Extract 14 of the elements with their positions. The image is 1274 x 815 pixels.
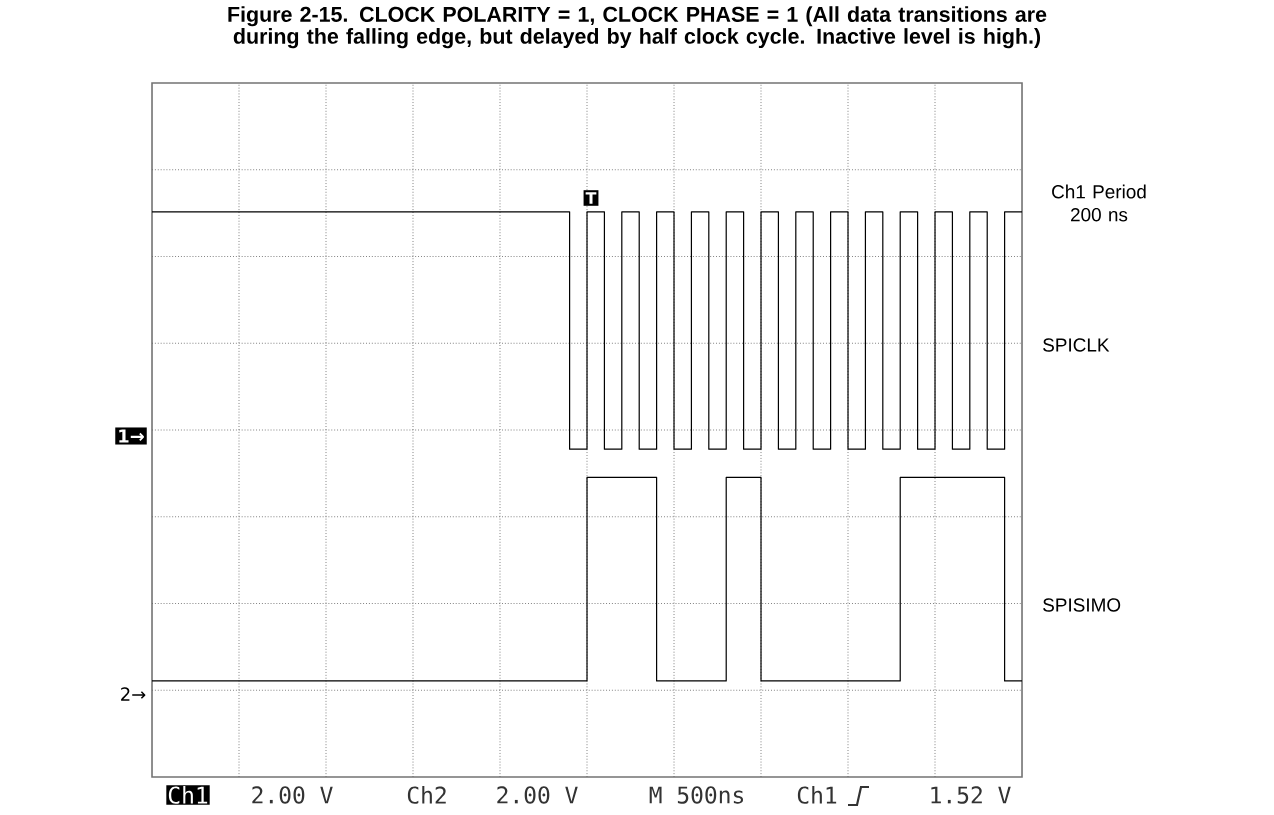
text: M 500ns: [649, 786, 744, 804]
text: Ch1: [797, 786, 837, 804]
text: Ch1: [168, 786, 208, 804]
text: Ch1 Period 200 ns: [1052, 184, 1146, 222]
text: T: [585, 192, 597, 204]
text: SPICLK: [1043, 338, 1110, 352]
text: 2.00 V: [497, 786, 578, 804]
text: SPISIMO: [1043, 598, 1121, 612]
text: 2.00 V: [252, 786, 333, 804]
text: Ch2: [407, 786, 446, 804]
text: 1→: [119, 429, 144, 443]
text: 1.52 V: [931, 786, 1011, 804]
text: 2→: [121, 687, 146, 701]
chart-title: Figure 2-15. CLOCK POLARITY = 1, CLOCK PHASE = 1 (All data transitions are during the falling edge, but delayed by half clock cycle. Inactive level is high.): [228, 6, 1047, 49]
